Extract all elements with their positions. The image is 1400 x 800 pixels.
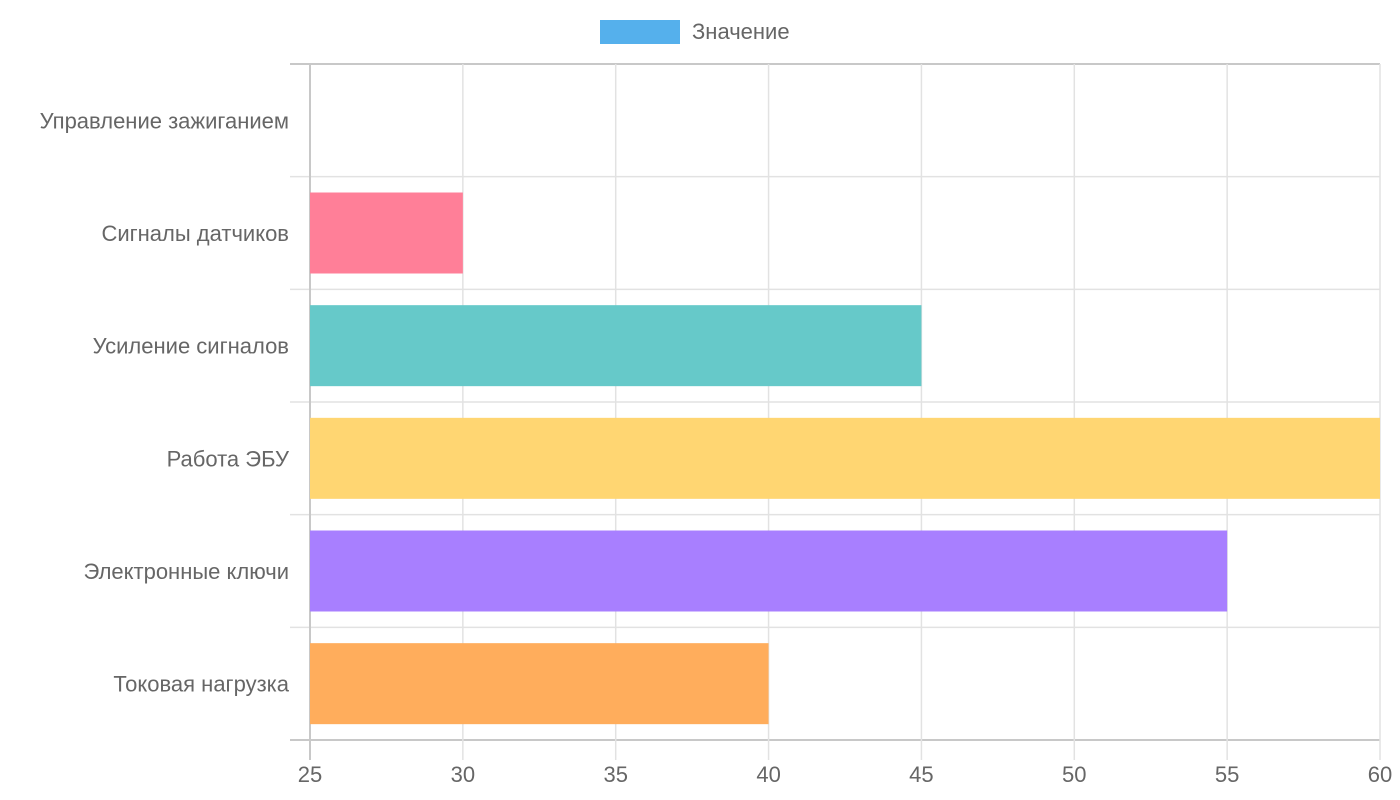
grid (290, 63, 1381, 760)
category-label: Работа ЭБУ (167, 446, 290, 471)
x-tick-label: 30 (451, 762, 475, 787)
x-tick-label: 55 (1215, 762, 1239, 787)
category-label: Электронные ключи (83, 559, 289, 584)
bar[interactable] (310, 643, 769, 725)
x-axis-labels: 25 30 35 40 45 50 55 60 (298, 762, 1392, 787)
category-label: Усиление сигналов (93, 334, 289, 359)
y-axis-labels: Управление зажиганием Сигналы датчиков Уси… (40, 108, 290, 696)
bars (310, 192, 1380, 725)
x-tick-label: 45 (909, 762, 933, 787)
legend-label: Значение (692, 19, 790, 44)
category-label: Токовая нагрузка (113, 672, 289, 697)
x-tick-label: 40 (756, 762, 780, 787)
category-label: Управление зажиганием (40, 108, 289, 133)
bar[interactable] (310, 417, 1380, 499)
legend-swatch (600, 20, 680, 44)
x-tick-label: 35 (603, 762, 627, 787)
bar[interactable] (310, 192, 463, 274)
x-tick-label: 25 (298, 762, 322, 787)
bar[interactable] (310, 530, 1228, 612)
category-label: Сигналы датчиков (101, 221, 289, 246)
x-tick-label: 50 (1062, 762, 1086, 787)
x-tick-label: 60 (1368, 762, 1392, 787)
bar[interactable] (310, 305, 922, 387)
legend[interactable]: Значение (600, 19, 790, 44)
